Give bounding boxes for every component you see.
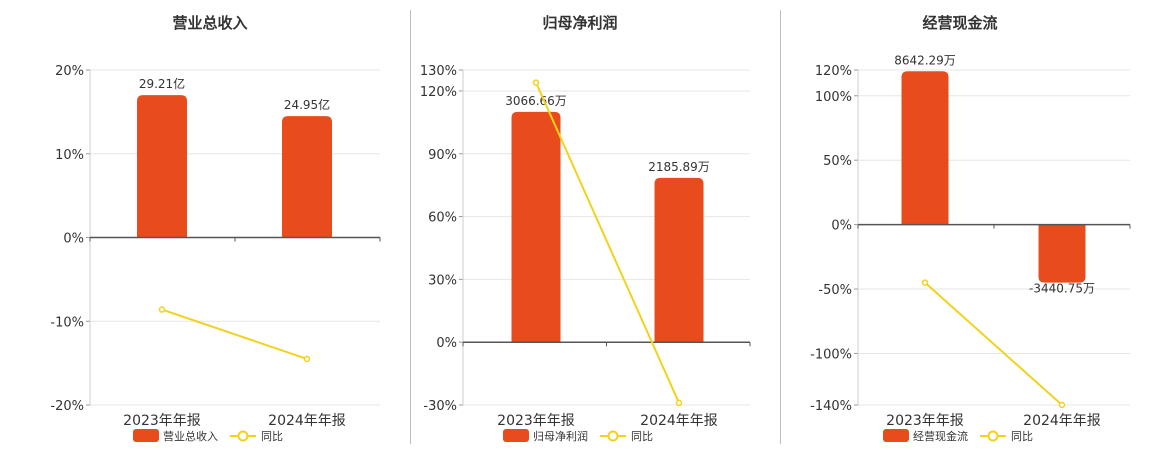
y-tick-label: 20% (55, 64, 84, 79)
legend-bar-swatch (503, 429, 529, 442)
legend-bar-label: 营业总收入 (163, 429, 218, 443)
panel-divider (780, 10, 781, 444)
y-tick-label: -50% (818, 283, 852, 298)
x-category-label: 2024年年报 (640, 413, 718, 429)
bar-data-label: 2185.89万 (648, 160, 710, 174)
x-category-label: 2024年年报 (1023, 413, 1101, 429)
y-tick-label: 90% (428, 148, 457, 163)
y-tick-label: -20% (50, 399, 84, 414)
bar (282, 116, 332, 238)
bar (654, 177, 704, 343)
bar (1038, 224, 1086, 283)
x-category-label: 2024年年报 (268, 413, 346, 429)
net-profit-chart-panel: 归母净利润 130% 120% 90% 60% 30% 0% -30% 3066.66万 2185… (410, 0, 780, 450)
y-tick-label: 0% (831, 219, 852, 234)
y-tick-label: 0% (63, 232, 84, 247)
y-tick-label: 50% (823, 154, 852, 169)
y-tick-label: -10% (50, 315, 84, 330)
legend-line-label: 同比 (1011, 430, 1033, 443)
x-category-label: 2023年年报 (497, 413, 575, 429)
legend-line-label: 同比 (631, 430, 653, 443)
y-tick-label: 100% (815, 90, 852, 105)
bar-data-label: 3066.66万 (505, 94, 567, 108)
yoy-point (675, 399, 683, 407)
legend-bar-swatch (883, 429, 909, 442)
legend-bar-swatch (133, 429, 159, 442)
yoy-point (158, 306, 166, 313)
bar (137, 95, 187, 238)
legend-line-marker (987, 430, 999, 442)
bar-data-label: 8642.29万 (894, 53, 956, 67)
yoy-line (924, 281, 1063, 406)
y-tick-label: 60% (428, 211, 457, 226)
panel-divider (410, 10, 411, 444)
y-tick-label: 0% (436, 336, 457, 351)
cash-flow-chart-panel: 经营现金流 120% 100% 50% 0% -50% -100% -140% 8642.29万… (780, 0, 1160, 450)
chart-title: 经营现金流 (922, 14, 997, 32)
yoy-point (921, 279, 929, 286)
y-tick-label: -100% (810, 347, 852, 362)
legend-bar-label: 经营现金流 (913, 429, 968, 443)
legend-bar-label: 归母净利润 (533, 429, 588, 443)
bar-data-label: 24.95亿 (284, 97, 330, 112)
y-tick-label: 10% (55, 148, 84, 163)
bar (901, 71, 949, 225)
bar (511, 111, 561, 343)
chart-title: 营业总收入 (172, 14, 247, 32)
x-category-label: 2023年年报 (886, 413, 964, 429)
y-tick-label: 120% (420, 85, 457, 100)
legend-line-label: 同比 (261, 430, 283, 443)
chart-title: 归母净利润 (542, 14, 617, 32)
y-tick-label: -30% (423, 399, 457, 414)
yoy-point (303, 355, 311, 363)
x-category-label: 2023年年报 (123, 413, 201, 429)
y-tick-label: 120% (815, 64, 852, 79)
y-tick-label: -140% (810, 399, 852, 414)
yoy-point (1058, 401, 1066, 409)
y-tick-label: 130% (420, 64, 457, 79)
y-tick-label: 30% (428, 273, 457, 288)
cash-flow-chart: 经营现金流 120% 100% 50% 0% -50% -100% -140% 8642.29万… (810, 14, 1131, 443)
revenue-chart-panel: 营业总收入 20% 10% 0% -10% -20% 29.21亿 24.95亿 2023年年报… (0, 0, 410, 450)
bar-data-label: -3440.75万 (1029, 282, 1095, 296)
yoy-line (535, 82, 680, 404)
yoy-point (532, 79, 540, 86)
legend-line-marker (237, 430, 249, 442)
revenue-chart: 营业总收入 20% 10% 0% -10% -20% 29.21亿 24.95亿 2023年年报… (50, 14, 381, 443)
bar-data-label: 29.21亿 (139, 76, 185, 91)
yoy-line (161, 308, 308, 360)
net-profit-chart: 归母净利润 130% 120% 90% 60% 30% 0% -30% 3066.66万 2185… (420, 14, 751, 443)
legend-line-marker (607, 430, 619, 442)
